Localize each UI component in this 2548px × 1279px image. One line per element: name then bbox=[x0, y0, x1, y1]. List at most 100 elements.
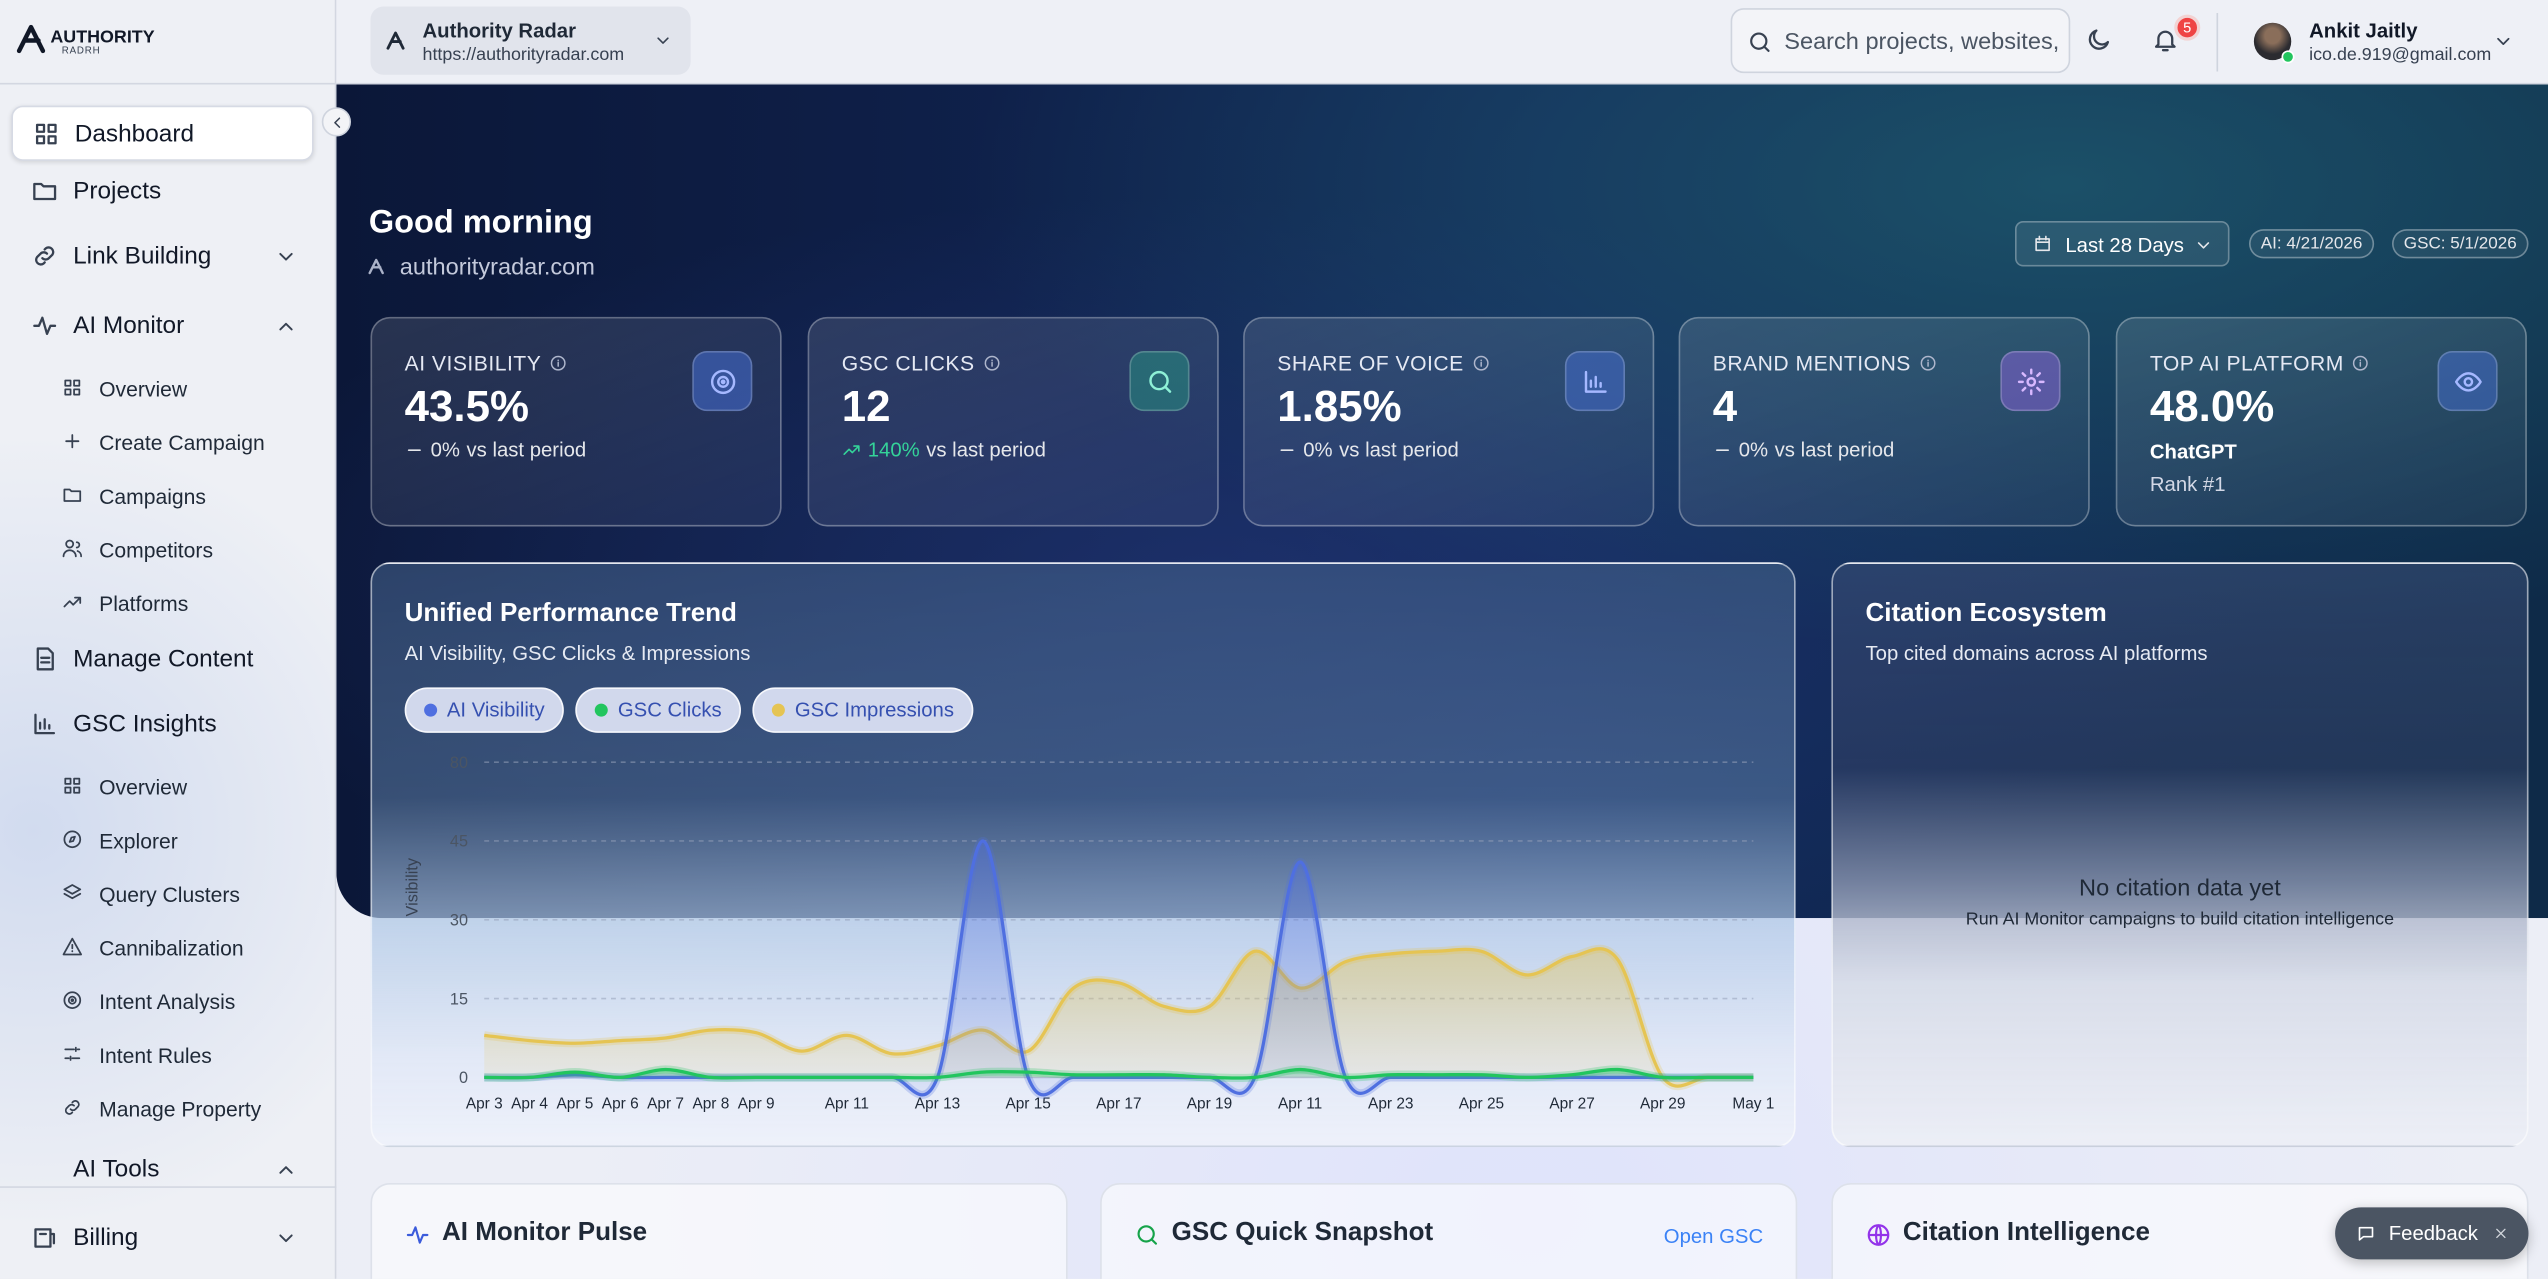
nav-subitem[interactable]: Campaigns bbox=[49, 475, 314, 517]
x-tick-label: Apr 11 bbox=[825, 1095, 869, 1112]
chart-title: Unified Performance Trend bbox=[404, 599, 737, 628]
kpi-card: TOP AI PLATFORM 48.0% ChatGPT Rank #1 bbox=[2115, 316, 2527, 527]
icon-path bbox=[843, 445, 860, 455]
nav-item[interactable]: Billing bbox=[11, 1211, 313, 1266]
domain: authorityradar.com bbox=[399, 255, 595, 282]
icon-path bbox=[2353, 355, 2369, 371]
trend-card: Unified Performance Trend AI Visibility, … bbox=[370, 562, 1796, 1148]
icon bbox=[1750, 32, 1770, 52]
citation-card: Citation Ecosystem Top cited domains acro… bbox=[1831, 562, 2529, 1148]
icon-path bbox=[36, 647, 54, 671]
theme-toggle[interactable] bbox=[2085, 26, 2114, 55]
nav-sublabel: Query Clusters bbox=[99, 882, 241, 907]
icon bbox=[2454, 372, 2482, 392]
nav-subitem[interactable]: Intent Analysis bbox=[49, 980, 314, 1022]
kpi-label: SHARE OF VOICE bbox=[1277, 351, 1464, 376]
date-range-label: Last 28 Days bbox=[2065, 234, 2184, 257]
icon bbox=[279, 252, 293, 261]
icon bbox=[2197, 242, 2210, 249]
icon bbox=[2035, 235, 2050, 252]
kpi-label-row: GSC CLICKS bbox=[842, 351, 1001, 375]
nav-subitem[interactable]: Create Campaign bbox=[49, 421, 314, 463]
panel-action[interactable]: Open GSC bbox=[1663, 1225, 1764, 1248]
search-box[interactable]: Search projects, websites, bbox=[1730, 8, 2071, 74]
legend-swatch bbox=[424, 703, 438, 717]
nav-subitem[interactable]: Cannibalization bbox=[49, 926, 314, 968]
kpi-icon bbox=[2000, 351, 2061, 412]
icon bbox=[1920, 355, 1936, 371]
nav-subitem[interactable]: Overview bbox=[49, 765, 314, 807]
icon-path bbox=[34, 713, 56, 735]
icon-path bbox=[1149, 370, 1172, 393]
icon bbox=[1149, 370, 1172, 393]
y-tick-label: 15 bbox=[450, 990, 468, 1008]
nav-label: GSC Insights bbox=[73, 710, 217, 738]
nav-subitem[interactable]: Manage Property bbox=[49, 1087, 314, 1129]
icon bbox=[64, 1100, 80, 1115]
legend-item[interactable]: GSC Clicks bbox=[575, 687, 742, 733]
icon bbox=[2358, 1226, 2374, 1241]
feedback-label: Feedback bbox=[2388, 1222, 2478, 1245]
icon bbox=[33, 316, 57, 336]
legend-item[interactable]: GSC Impressions bbox=[752, 687, 974, 733]
nav-subitem[interactable]: Competitors bbox=[49, 528, 314, 570]
kpi-note: vs last period bbox=[1339, 438, 1459, 462]
nav-item[interactable]: AI Tools bbox=[11, 1142, 313, 1197]
x-tick-label: Apr 4 bbox=[511, 1095, 548, 1112]
icon-path bbox=[279, 1234, 293, 1243]
panel-title: GSC Quick Snapshot bbox=[1171, 1218, 1434, 1247]
kpi-label: TOP AI PLATFORM bbox=[2149, 351, 2344, 376]
x-tick-label: Apr 15 bbox=[1005, 1095, 1050, 1112]
icon-path bbox=[550, 355, 566, 371]
icon-path bbox=[2035, 235, 2050, 252]
kpi-value: 48.0% bbox=[2149, 381, 2275, 431]
nav-item[interactable]: GSC Insights bbox=[11, 697, 313, 752]
panel-card: GSC Quick Snapshot Open GSC bbox=[1100, 1183, 1798, 1279]
kpi-label-row: AI VISIBILITY bbox=[405, 351, 568, 375]
nav-item[interactable]: AI Monitor bbox=[11, 299, 313, 354]
feedback-button[interactable]: Feedback bbox=[2335, 1207, 2529, 1260]
icon-path bbox=[2358, 1226, 2374, 1241]
icon bbox=[2088, 29, 2110, 50]
icon bbox=[2017, 368, 2045, 396]
nav-label: Link Building bbox=[73, 242, 212, 270]
nav-sublabel: Overview bbox=[99, 775, 188, 800]
nav-sublabel: Explorer bbox=[99, 828, 178, 854]
kpi-delta-row: 140% vs last period bbox=[842, 439, 1046, 462]
nav-sublabel: Create Campaign bbox=[99, 430, 265, 455]
nav-subitem[interactable]: Overview bbox=[49, 367, 314, 409]
nav-subitem[interactable]: Intent Rules bbox=[49, 1034, 314, 1076]
icon bbox=[368, 258, 384, 275]
icon-path bbox=[65, 434, 80, 449]
nav-item[interactable]: Projects bbox=[11, 164, 313, 219]
icon-path bbox=[63, 830, 82, 849]
nav-item[interactable]: Link Building bbox=[11, 229, 313, 284]
kpi-icon bbox=[2437, 351, 2498, 412]
nav-subitem[interactable]: Query Clusters bbox=[49, 873, 314, 915]
nav-subitem[interactable]: Platforms bbox=[49, 582, 314, 624]
icon bbox=[2353, 355, 2369, 371]
user-menu[interactable]: Ankit Jaitly ico.de.919@gmail.com bbox=[2252, 10, 2528, 75]
project-selector[interactable]: Authority Radar https://authorityradar.co… bbox=[370, 6, 691, 75]
kpi-note: vs last period bbox=[466, 438, 587, 462]
kpi-delta-row: 0% vs last period bbox=[1277, 439, 1459, 462]
icon-path bbox=[334, 117, 341, 128]
date-range[interactable]: Last 28 Days bbox=[2015, 221, 2230, 267]
icon-path bbox=[1867, 1224, 1890, 1246]
x-tick-label: Apr 8 bbox=[692, 1095, 729, 1112]
nav-subitem[interactable]: Explorer bbox=[49, 819, 314, 861]
icon bbox=[1867, 1224, 1890, 1246]
sidebar-collapse[interactable] bbox=[321, 107, 351, 137]
x-tick-label: May 1 bbox=[1732, 1095, 1774, 1112]
nav-item[interactable]: Manage Content bbox=[11, 632, 313, 687]
nav-item[interactable]: Dashboard bbox=[11, 105, 314, 161]
topbar bbox=[336, 0, 2548, 85]
x-tick-label: Apr 23 bbox=[1368, 1095, 1413, 1112]
ai-sync-badge: AI: 4/21/2026 bbox=[2249, 229, 2375, 259]
legend-label: GSC Impressions bbox=[794, 698, 955, 722]
x-tick-label: Apr 19 bbox=[1187, 1095, 1232, 1112]
legend-item[interactable]: AI Visibility bbox=[404, 687, 565, 733]
notifications[interactable] bbox=[2152, 26, 2181, 55]
kpi-card: AI VISIBILITY 43.5% 0% vs last period bbox=[370, 316, 782, 527]
icon-path bbox=[657, 37, 669, 44]
